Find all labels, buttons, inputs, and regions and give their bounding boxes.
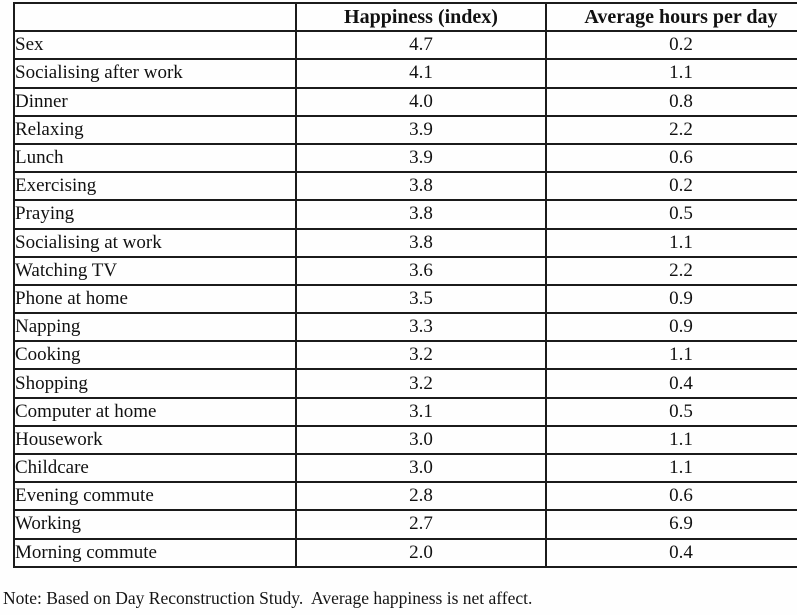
activity-cell: Evening commute xyxy=(13,481,297,512)
hours-cell: 6.9 xyxy=(545,509,797,540)
happiness-cell: 3.9 xyxy=(295,142,547,174)
table-row: Childcare 3.0 1.1 xyxy=(13,452,797,484)
table-row: Morning commute 2.0 0.4 xyxy=(13,537,797,568)
hours-cell: 1.1 xyxy=(545,340,797,371)
hours-cell: 0.9 xyxy=(545,283,797,315)
activity-cell: Napping xyxy=(13,312,297,343)
table-row: Socialising after work 4.1 1.1 xyxy=(13,58,797,89)
activity-cell: Shopping xyxy=(13,368,297,399)
happiness-cell: 3.8 xyxy=(295,227,547,258)
table-row: Napping 3.3 0.9 xyxy=(13,312,797,343)
activity-cell: Exercising xyxy=(13,171,297,202)
activity-cell: Praying xyxy=(13,199,297,230)
happiness-cell: 3.0 xyxy=(295,424,547,456)
happiness-cell: 2.8 xyxy=(295,481,547,512)
happiness-cell: 4.0 xyxy=(295,86,547,117)
table-row: Dinner 4.0 0.8 xyxy=(13,86,797,117)
happiness-cell: 4.1 xyxy=(295,58,547,89)
hours-cell: 1.1 xyxy=(545,58,797,89)
hours-cell: 1.1 xyxy=(545,227,797,258)
table-row: Socialising at work 3.8 1.1 xyxy=(13,227,797,258)
hours-cell: 0.9 xyxy=(545,312,797,343)
happiness-activity-table: Happiness (index) Average hours per day … xyxy=(13,1,797,568)
table-footnote: Note: Based on Day Reconstruction Study.… xyxy=(3,588,533,608)
header-activity xyxy=(13,1,297,33)
hours-cell: 0.5 xyxy=(545,396,797,427)
hours-cell: 1.1 xyxy=(545,424,797,456)
activity-cell: Watching TV xyxy=(13,255,297,286)
hours-cell: 0.8 xyxy=(545,86,797,117)
happiness-cell: 4.7 xyxy=(295,30,547,61)
happiness-cell: 3.6 xyxy=(295,255,547,286)
activity-cell: Working xyxy=(13,509,297,540)
hours-cell: 0.5 xyxy=(545,199,797,230)
hours-cell: 0.2 xyxy=(545,30,797,61)
happiness-cell: 3.2 xyxy=(295,368,547,399)
table-row: Sex 4.7 0.2 xyxy=(13,30,797,61)
hours-cell: 0.2 xyxy=(545,171,797,202)
header-average-hours: Average hours per day xyxy=(545,1,797,33)
happiness-cell: 2.7 xyxy=(295,509,547,540)
activity-cell: Phone at home xyxy=(13,283,297,315)
activity-cell: Sex xyxy=(13,30,297,61)
table-row: Lunch 3.9 0.6 xyxy=(13,142,797,174)
activity-cell: Morning commute xyxy=(13,537,297,568)
table-row: Evening commute 2.8 0.6 xyxy=(13,481,797,512)
table-row: Working 2.7 6.9 xyxy=(13,509,797,540)
table-row: Computer at home 3.1 0.5 xyxy=(13,396,797,427)
activity-cell: Socialising after work xyxy=(13,58,297,89)
table-header-row: Happiness (index) Average hours per day xyxy=(13,1,797,33)
table-row: Phone at home 3.5 0.9 xyxy=(13,283,797,315)
hours-cell: 2.2 xyxy=(545,114,797,145)
activity-cell: Childcare xyxy=(13,452,297,484)
hours-cell: 0.6 xyxy=(545,481,797,512)
happiness-cell: 3.9 xyxy=(295,114,547,145)
hours-cell: 0.4 xyxy=(545,537,797,568)
table-row: Watching TV 3.6 2.2 xyxy=(13,255,797,286)
table-row: Shopping 3.2 0.4 xyxy=(13,368,797,399)
activity-cell: Relaxing xyxy=(13,114,297,145)
table-row: Relaxing 3.9 2.2 xyxy=(13,114,797,145)
table-row: Exercising 3.8 0.2 xyxy=(13,171,797,202)
hours-cell: 2.2 xyxy=(545,255,797,286)
happiness-cell: 3.8 xyxy=(295,199,547,230)
table-body: Sex 4.7 0.2 Socialising after work 4.1 1.1 Din… xyxy=(13,30,797,568)
hours-cell: 1.1 xyxy=(545,452,797,484)
activity-cell: Dinner xyxy=(13,86,297,117)
activity-cell: Socialising at work xyxy=(13,227,297,258)
happiness-cell: 3.8 xyxy=(295,171,547,202)
hours-cell: 0.4 xyxy=(545,368,797,399)
activity-cell: Lunch xyxy=(13,142,297,174)
table-row: Cooking 3.2 1.1 xyxy=(13,340,797,371)
happiness-cell: 2.0 xyxy=(295,537,547,568)
hours-cell: 0.6 xyxy=(545,142,797,174)
table-row: Praying 3.8 0.5 xyxy=(13,199,797,230)
activity-cell: Housework xyxy=(13,424,297,456)
activity-cell: Computer at home xyxy=(13,396,297,427)
activity-cell: Cooking xyxy=(13,340,297,371)
happiness-cell: 3.3 xyxy=(295,312,547,343)
happiness-cell: 3.0 xyxy=(295,452,547,484)
table-row: Housework 3.0 1.1 xyxy=(13,424,797,456)
header-happiness-index: Happiness (index) xyxy=(295,1,547,33)
happiness-cell: 3.5 xyxy=(295,283,547,315)
happiness-cell: 3.1 xyxy=(295,396,547,427)
happiness-cell: 3.2 xyxy=(295,340,547,371)
